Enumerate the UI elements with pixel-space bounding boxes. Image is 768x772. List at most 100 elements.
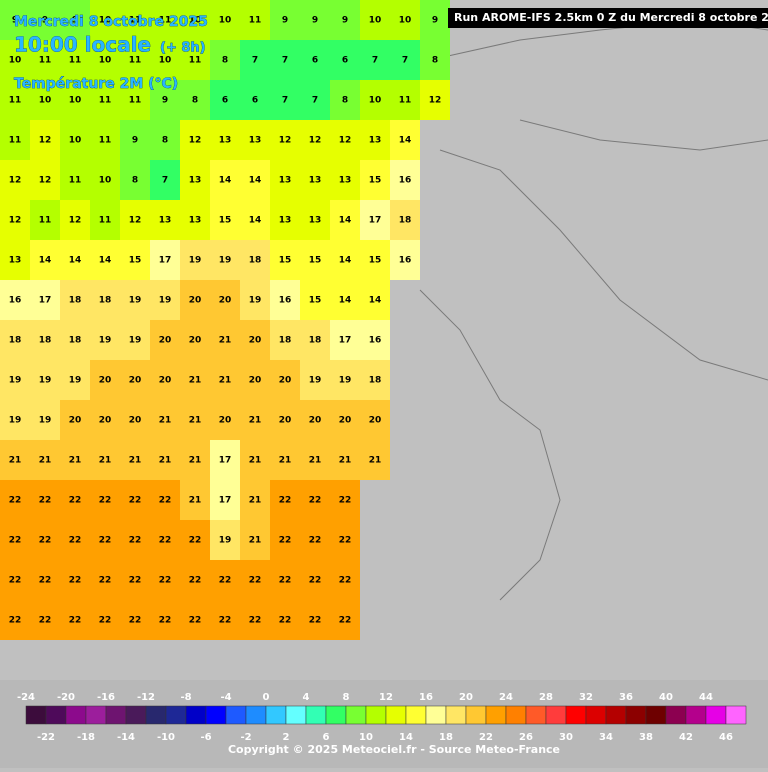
temperature-cell (60, 440, 90, 480)
temperature-cell (120, 200, 150, 240)
temperature-cell (360, 80, 390, 120)
colorbar-swatch (665, 705, 687, 725)
temperature-value: 17 (369, 216, 382, 226)
colorbar-swatch (605, 705, 627, 725)
colorbar-label: -16 (97, 692, 115, 703)
temperature-value: 15 (309, 256, 322, 266)
temperature-value: 9 (312, 16, 318, 26)
temperature-cell (0, 480, 30, 520)
temperature-value: 21 (99, 456, 112, 466)
temperature-cell (360, 320, 390, 360)
colorbar-swatch (545, 705, 567, 725)
temperature-cell (270, 120, 300, 160)
temperature-value: 13 (159, 216, 172, 226)
temperature-cell (150, 320, 180, 360)
temperature-value: 22 (39, 616, 52, 626)
temperature-cell (60, 0, 90, 40)
temperature-value: 22 (129, 536, 142, 546)
temperature-value: 22 (339, 616, 352, 626)
temperature-cell (180, 120, 210, 160)
temperature-cell (240, 560, 270, 600)
colorbar-label: 42 (679, 732, 693, 743)
temperature-cell (210, 600, 240, 640)
colorbar-swatch (285, 705, 307, 725)
temperature-value: 19 (9, 416, 22, 426)
temperature-cell (420, 40, 450, 80)
temperature-cell (180, 480, 210, 520)
temperature-cell (390, 120, 420, 160)
temperature-cell (180, 160, 210, 200)
temperature-cell (60, 80, 90, 120)
colorbar-label: -12 (137, 692, 155, 703)
temperature-value: 19 (39, 376, 52, 386)
temperature-value: 16 (399, 176, 412, 186)
temperature-cell (240, 480, 270, 520)
borders (419, 19, 768, 601)
temperature-cell (210, 40, 240, 80)
temperature-value: 22 (99, 536, 112, 546)
temperature-cell (240, 80, 270, 120)
temperature-value: 14 (69, 256, 82, 266)
temperature-value: 16 (279, 296, 292, 306)
temperature-cell (270, 600, 300, 640)
temperature-value: 15 (369, 256, 382, 266)
temperature-cell (150, 40, 180, 80)
temperature-cell (300, 440, 330, 480)
temperature-cell (180, 560, 210, 600)
temperature-cell (0, 520, 30, 560)
colorbar-swatch (445, 705, 467, 725)
temperature-value: 22 (9, 616, 22, 626)
temperature-cell (330, 160, 360, 200)
temperature-value: 12 (309, 136, 322, 146)
temperature-value: 7 (312, 96, 318, 106)
temperature-cell (60, 360, 90, 400)
temperature-cell (60, 600, 90, 640)
temperature-cell (60, 320, 90, 360)
temperature-value: 8 (162, 136, 168, 146)
temperature-grid: 9 9 9 10 11 11 10 10 11 9 9 9 10 10 9 10 11 11 10 11 10 11 8 7 7… (0, 0, 450, 640)
temperature-cell (120, 80, 150, 120)
temperature-cell (120, 400, 150, 440)
temperature-cell (150, 360, 180, 400)
temperature-value: 13 (219, 136, 232, 146)
temperature-cell (360, 160, 390, 200)
temperature-cell (330, 480, 360, 520)
colorbar-label: 4 (303, 692, 310, 703)
temperature-cell (150, 240, 180, 280)
temperature-value: 11 (69, 56, 82, 66)
temperature-value: 11 (249, 16, 262, 26)
temperature-value: 20 (369, 416, 382, 426)
temperature-cell (150, 440, 180, 480)
temperature-cell (360, 0, 390, 40)
temperature-cell (60, 200, 90, 240)
temperature-value: 22 (69, 616, 82, 626)
temperature-cell (30, 560, 60, 600)
temperature-cell (210, 480, 240, 520)
temperature-value: 6 (222, 96, 228, 106)
colorbar-swatch (65, 705, 87, 725)
temperature-value: 20 (249, 376, 262, 386)
temperature-value: 7 (372, 56, 378, 66)
temperature-value: 18 (279, 336, 292, 346)
temperature-value: 18 (369, 376, 382, 386)
temperature-cell (120, 600, 150, 640)
temperature-value: 22 (69, 496, 82, 506)
temperature-cell (270, 440, 300, 480)
colorbar-swatch (585, 705, 607, 725)
temperature-value: 20 (129, 416, 142, 426)
temperature-value: 11 (39, 216, 52, 226)
temperature-cell (120, 320, 150, 360)
temperature-value: 21 (249, 536, 262, 546)
temperature-value: 13 (339, 176, 352, 186)
temperature-cell (210, 80, 240, 120)
colorbar-swatch (185, 705, 207, 725)
temperature-value: 9 (12, 16, 18, 26)
colorbar-label: 44 (699, 692, 713, 703)
temperature-value: 19 (249, 296, 262, 306)
temperature-cell (180, 40, 210, 80)
temperature-cell (150, 0, 180, 40)
temperature-cell (360, 120, 390, 160)
colorbar-swatch (225, 705, 247, 725)
temperature-cell (300, 120, 330, 160)
temperature-cell (90, 320, 120, 360)
